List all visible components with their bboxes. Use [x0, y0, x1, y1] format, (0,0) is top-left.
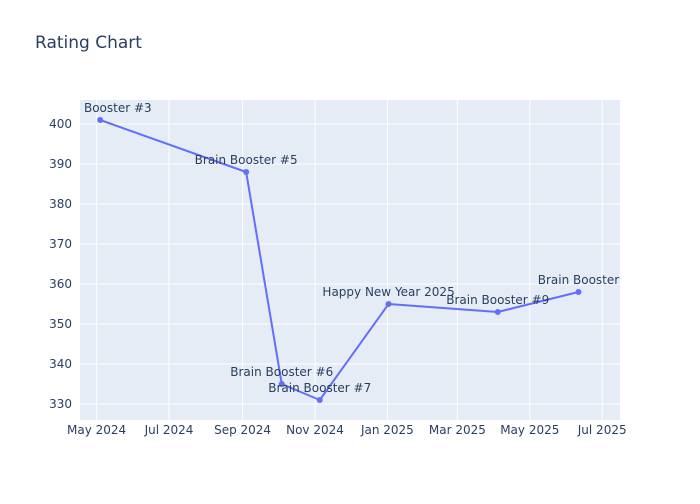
data-point[interactable] [278, 381, 285, 387]
chart-title: Rating Chart [35, 33, 142, 53]
x-tick-label: Jul 2024 [144, 423, 194, 437]
data-point[interactable] [494, 309, 501, 315]
y-tick-label: 340 [49, 357, 72, 371]
x-tick-label: Mar 2025 [429, 423, 486, 437]
data-point[interactable] [243, 169, 250, 175]
x-tick-label: May 2024 [67, 423, 126, 437]
plot-background [80, 100, 620, 420]
y-tick-label: 330 [49, 397, 72, 411]
data-point[interactable] [316, 397, 323, 403]
data-label: Brain Booster #6 [230, 365, 333, 379]
y-tick-label: 350 [49, 317, 72, 331]
y-tick-label: 380 [49, 197, 72, 211]
data-point[interactable] [575, 289, 582, 295]
x-tick-label: Nov 2024 [286, 423, 344, 437]
data-point[interactable] [97, 117, 104, 123]
data-label: Brain Booster #3 [49, 101, 152, 115]
y-tick-label: 390 [49, 157, 72, 171]
y-tick-label: 400 [49, 117, 72, 131]
data-point[interactable] [385, 301, 392, 307]
data-label: Brain Booster #7 [268, 381, 371, 395]
data-label: Brain Booster #9 [446, 293, 549, 307]
x-tick-label: Jan 2025 [360, 423, 414, 437]
x-tick-label: Sep 2024 [214, 423, 271, 437]
y-tick-label: 370 [49, 237, 72, 251]
data-labels: Brain Booster #3 Brain Booster #5 Brain Bo… [49, 101, 620, 395]
y-tick-label: 360 [49, 277, 72, 291]
data-label: Happy New Year 2025 [322, 285, 454, 299]
data-label: Brain Booster #5 [195, 153, 298, 167]
data-label: Brain Booster [538, 273, 620, 287]
x-tick-label: May 2025 [500, 423, 559, 437]
x-tick-label: Jul 2025 [577, 423, 627, 437]
